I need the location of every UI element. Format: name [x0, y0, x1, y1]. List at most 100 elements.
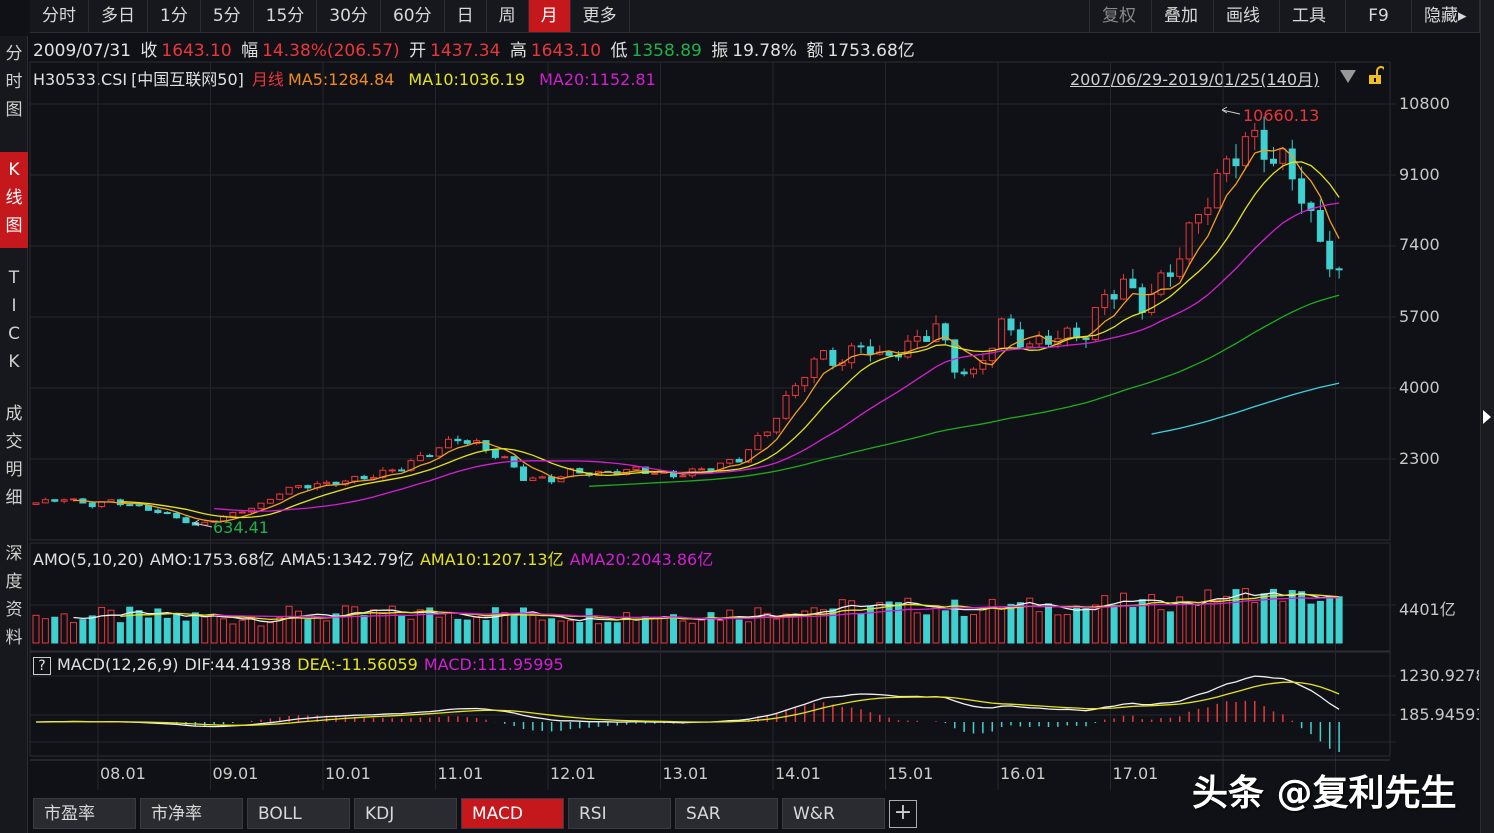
volume-bar	[398, 614, 406, 644]
volume-bar	[304, 619, 312, 644]
volume-bar	[960, 615, 968, 644]
candle-up	[351, 475, 359, 482]
period-more[interactable]: 更多	[571, 0, 630, 32]
ma10-line	[120, 161, 1340, 519]
date-range-selector[interactable]: 2007/06/29-2019/01/25(140月)	[1070, 70, 1320, 89]
volume-bar	[407, 618, 415, 644]
candle-up	[998, 318, 1006, 349]
volume-bar	[1166, 611, 1174, 644]
volume-bar	[463, 619, 471, 644]
period-30min[interactable]: 30分	[317, 0, 381, 32]
volume-bar	[145, 617, 152, 644]
candle-up	[1241, 136, 1249, 167]
help-icon[interactable]: ?	[33, 657, 51, 675]
volume-bar	[1110, 605, 1118, 644]
period-week[interactable]: 周	[487, 0, 529, 32]
candle-down	[398, 469, 406, 472]
tab-macd[interactable]: MACD	[461, 798, 564, 829]
candle-down	[670, 470, 677, 478]
volume-bar	[857, 613, 865, 644]
period-fenshi[interactable]: 分时	[30, 0, 89, 32]
period-multi-day[interactable]: 多日	[89, 0, 148, 32]
tab-boll[interactable]: BOLL	[247, 798, 350, 829]
candle-down	[707, 468, 715, 471]
draw-line-button[interactable]: 画线	[1214, 0, 1280, 32]
dropdown-triangle-icon[interactable]	[1340, 70, 1356, 83]
restore-rights-button[interactable]: 复权	[1090, 0, 1152, 32]
period-60min[interactable]: 60分	[381, 0, 445, 32]
candle-down	[1326, 240, 1334, 270]
volume-bar	[641, 616, 649, 644]
sidebar-item-fenshi[interactable]: 分 时 图	[5, 44, 23, 120]
unlock-icon[interactable]	[1368, 66, 1384, 84]
volume-legend: AMO(5,10,20) AMO:1753.68亿 AMA5:1342.79亿 AMA…	[33, 546, 719, 570]
candle-up	[904, 340, 912, 358]
low-value: 1358.89	[631, 41, 702, 61]
candle-down	[923, 336, 931, 342]
sidebar-item-depth[interactable]: 深 度 资 料	[5, 544, 23, 648]
volume-bar	[838, 599, 846, 644]
candle-up	[1035, 335, 1043, 345]
volume-bar	[32, 614, 40, 644]
volume-bar	[1007, 603, 1015, 644]
tab-kdj[interactable]: KDJ	[354, 798, 457, 829]
sidebar-item-kline[interactable]: K 线 图	[0, 152, 28, 248]
tab-wr[interactable]: W&R	[782, 798, 885, 829]
candle-up	[913, 336, 921, 342]
candle-down	[1316, 210, 1324, 242]
candle-up	[801, 376, 809, 387]
max-arrow-icon	[1221, 106, 1241, 115]
volume-bar	[1213, 599, 1221, 644]
volume-bar	[1307, 603, 1315, 644]
tab-pb[interactable]: 市净率	[140, 798, 243, 829]
volume-bar	[1326, 596, 1334, 644]
candle-down	[163, 512, 171, 515]
candle-down	[520, 466, 527, 481]
volume-bar	[1195, 603, 1202, 644]
volume-bar	[1260, 593, 1268, 644]
tab-pe[interactable]: 市盈率	[33, 798, 136, 829]
volume-bar	[576, 622, 584, 644]
period-15min[interactable]: 15分	[254, 0, 318, 32]
volume-bar	[1251, 602, 1259, 644]
volume-bar	[866, 606, 874, 644]
volume-bar	[79, 619, 87, 644]
volume-bar	[679, 620, 687, 644]
candle-up	[1063, 327, 1071, 340]
volume-bar	[923, 614, 931, 644]
dif-value: DIF:44.41938	[184, 655, 292, 674]
tab-rsi[interactable]: RSI	[568, 798, 671, 829]
sidebar-item-trade-detail[interactable]: 成 交 明 细	[5, 404, 23, 508]
candle-up	[791, 385, 799, 396]
candle-up	[266, 498, 274, 504]
candle-down	[426, 455, 434, 458]
volume-bar	[726, 609, 734, 644]
candle-up	[32, 502, 40, 505]
x-axis-label: 10.01	[325, 764, 371, 783]
f9-button[interactable]: F9	[1346, 0, 1412, 32]
candle-up	[538, 476, 546, 479]
volume-bar	[229, 623, 237, 644]
period-day[interactable]: 日	[445, 0, 487, 32]
tab-sar[interactable]: SAR	[675, 798, 778, 829]
candle-down	[866, 346, 874, 355]
volume-bar	[885, 601, 893, 644]
period-5min[interactable]: 5分	[201, 0, 254, 32]
period-1min[interactable]: 1分	[148, 0, 201, 32]
expand-panel-arrow-icon[interactable]	[1483, 410, 1491, 424]
add-indicator-button[interactable]: +	[889, 800, 917, 828]
volume-bar	[848, 600, 856, 644]
hide-button[interactable]: 隐藏▸	[1412, 0, 1480, 32]
volume-bar	[1232, 589, 1240, 644]
sidebar-item-tick[interactable]: T I C K	[8, 268, 20, 372]
volume-bar	[1063, 614, 1071, 644]
overlay-button[interactable]: 叠加	[1152, 0, 1214, 32]
tools-button[interactable]: 工具	[1280, 0, 1346, 32]
volume-bar	[276, 616, 284, 644]
volume-bar	[520, 607, 527, 644]
candle-up	[445, 438, 452, 449]
period-month[interactable]: 月	[528, 0, 571, 32]
candle-down	[182, 517, 190, 524]
candle-up	[295, 485, 302, 488]
